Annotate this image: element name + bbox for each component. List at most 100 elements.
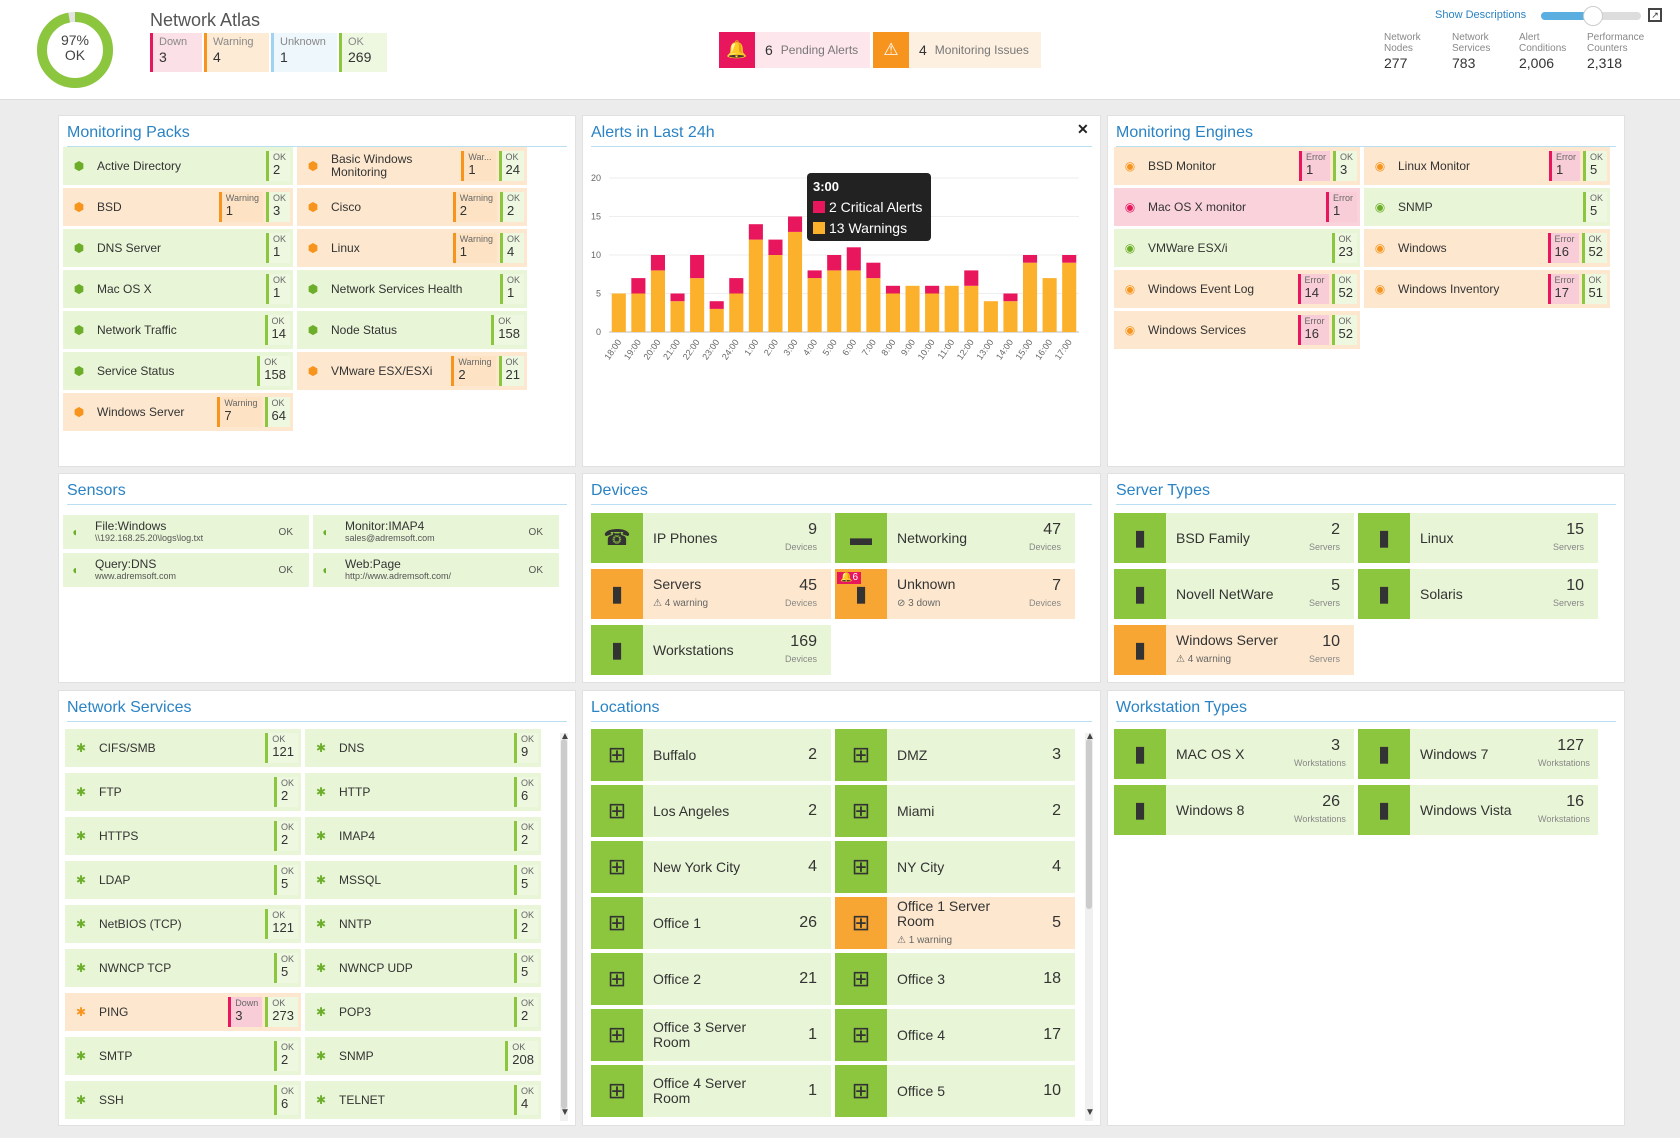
monitoring-engine-tile[interactable]: ◉ Mac OS X monitor Error 1 — [1114, 188, 1360, 226]
bar-critical-alerts[interactable] — [748, 224, 763, 240]
expand-icon[interactable]: ↗ — [1648, 8, 1662, 22]
network-service-tile[interactable]: ✱ MSSQL OK 5 — [305, 861, 541, 899]
bar-critical-alerts[interactable] — [729, 278, 744, 294]
bar-critical-alerts[interactable] — [768, 239, 783, 255]
bar-warnings[interactable] — [964, 285, 979, 332]
network-service-tile[interactable]: ✱ LDAP OK 5 — [65, 861, 301, 899]
network-service-tile[interactable]: ✱ DNS OK 9 — [305, 729, 541, 767]
monitoring-pack-tile[interactable]: ⬢ DNS Server OK 1 — [63, 229, 293, 267]
network-service-tile[interactable]: ✱ CIFS/SMB OK 121 — [65, 729, 301, 767]
bar-critical-alerts[interactable] — [827, 255, 842, 271]
bar-warnings[interactable] — [1003, 301, 1018, 332]
network-service-tile[interactable]: ✱ POP3 OK 2 — [305, 993, 541, 1031]
server-type-tile[interactable]: ▮ BSD Family 2 Servers — [1114, 513, 1354, 563]
sensor-tile[interactable]: ◖ Web:Page http://www.adremsoft.com/OK — [313, 553, 559, 587]
monitoring-engine-tile[interactable]: ◉ SNMP OK 5 — [1364, 188, 1610, 226]
location-tile[interactable]: ⊞ Office 2 21 — [591, 953, 831, 1005]
scroll-up-icon[interactable]: ▲ — [1085, 731, 1095, 742]
scroll-up-icon[interactable]: ▲ — [560, 731, 570, 742]
bar-critical-alerts[interactable] — [631, 278, 646, 294]
bar-warnings[interactable] — [846, 270, 861, 332]
server-type-tile[interactable]: ▮ Novell NetWare 5 Servers — [1114, 569, 1354, 619]
network-service-tile[interactable]: ✱ HTTP OK 6 — [305, 773, 541, 811]
monitoring-pack-tile[interactable]: ⬢ VMware ESX/ESXi Warning 2 OK 21 — [297, 352, 527, 390]
bar-warnings[interactable] — [1062, 262, 1077, 332]
monitoring-pack-tile[interactable]: ⬢ Mac OS X OK 1 — [63, 270, 293, 308]
monitoring-pack-tile[interactable]: ⬢ Service Status OK 158 — [63, 352, 293, 390]
scroll-down-icon[interactable]: ▼ — [1085, 1107, 1095, 1118]
bar-warnings[interactable] — [866, 278, 881, 332]
network-service-tile[interactable]: ✱ NNTP OK 2 — [305, 905, 541, 943]
server-type-tile[interactable]: ▮ Windows Server ⚠ 4 warning 10 Servers — [1114, 625, 1354, 675]
workstation-type-tile[interactable]: ▮ Windows 7 127 Workstations — [1358, 729, 1598, 779]
monitoring-pack-tile[interactable]: ⬢ Basic Windows Monitoring War... 1 OK 24 — [297, 147, 527, 185]
bar-critical-alerts[interactable] — [885, 285, 901, 294]
network-service-tile[interactable]: ✱ IMAP4 OK 2 — [305, 817, 541, 855]
monitoring-engine-tile[interactable]: ◉ Linux Monitor Error 1 OK 5 — [1364, 147, 1610, 185]
monitoring-engine-tile[interactable]: ◉ Windows Error 16 OK 52 — [1364, 229, 1610, 267]
bar-warnings[interactable] — [611, 293, 626, 333]
bar-warnings[interactable] — [885, 293, 901, 333]
bar-critical-alerts[interactable] — [670, 293, 685, 302]
sensor-tile[interactable]: ◖ File:Windows \\192.168.25.20\logs\log.tx… — [63, 515, 309, 549]
location-tile[interactable]: ⊞ Office 4 17 — [835, 1009, 1075, 1061]
device-tile[interactable]: ▬ Networking 47 Devices — [835, 513, 1075, 563]
bar-warnings[interactable] — [650, 270, 666, 332]
bar-warnings[interactable] — [748, 239, 763, 332]
bar-critical-alerts[interactable] — [1062, 255, 1077, 263]
sensor-tile[interactable]: ◖ Monitor:IMAP4 sales@adremsoft.com OK — [313, 515, 559, 549]
monitoring-pack-tile[interactable]: ⬢ Windows Server Warning 7 OK 64 — [63, 393, 293, 431]
pending-alerts-button[interactable]: 🔔 6 Pending Alerts — [719, 32, 871, 68]
close-icon[interactable]: ✕ — [1077, 121, 1089, 137]
workstation-type-tile[interactable]: ▮ MAC OS X 3 Workstations — [1114, 729, 1354, 779]
bar-critical-alerts[interactable] — [690, 255, 705, 279]
monitoring-pack-tile[interactable]: ⬢ Network Services Health OK 1 — [297, 270, 527, 308]
toggle-knob[interactable] — [1583, 6, 1603, 26]
location-tile[interactable]: ⊞ Office 4 Server Room 1 — [591, 1065, 831, 1117]
monitoring-pack-tile[interactable]: ⬢ Node Status OK 158 — [297, 311, 527, 349]
bar-critical-alerts[interactable] — [1003, 293, 1018, 302]
monitoring-pack-tile[interactable]: ⬢ BSD Warning 1 OK 3 — [63, 188, 293, 226]
device-tile[interactable]: ☎ IP Phones 9 Devices — [591, 513, 831, 563]
network-service-tile[interactable]: ✱ FTP OK 2 — [65, 773, 301, 811]
locations-scrollbar[interactable] — [1085, 733, 1093, 1121]
status-down[interactable]: Down 3 — [150, 33, 202, 72]
bar-warnings[interactable] — [807, 278, 822, 332]
bar-warnings[interactable] — [983, 301, 998, 332]
bar-warnings[interactable] — [690, 278, 705, 332]
device-tile[interactable]: ▮ Workstations 169 Devices — [591, 625, 831, 675]
bar-warnings[interactable] — [944, 285, 959, 332]
location-tile[interactable]: ⊞ Office 1 Server Room ⚠ 1 warning 5 — [835, 897, 1075, 949]
monitoring-pack-tile[interactable]: ⬢ Linux Warning 1 OK 4 — [297, 229, 527, 267]
status-unknown[interactable]: Unknown 1 — [271, 33, 337, 72]
network-service-tile[interactable]: ✱ NWNCP TCP OK 5 — [65, 949, 301, 987]
location-tile[interactable]: ⊞ Miami 2 — [835, 785, 1075, 837]
show-descriptions-toggle[interactable] — [1541, 6, 1641, 26]
bar-critical-alerts[interactable] — [807, 270, 822, 279]
network-service-tile[interactable]: ✱ NetBIOS (TCP) OK 121 — [65, 905, 301, 943]
bar-warnings[interactable] — [709, 308, 724, 332]
bar-critical-alerts[interactable] — [787, 216, 803, 232]
location-tile[interactable]: ⊞ Office 3 18 — [835, 953, 1075, 1005]
network-service-tile[interactable]: ✱ TELNET OK 4 — [305, 1081, 541, 1119]
bar-critical-alerts[interactable] — [846, 247, 861, 271]
network-service-tile[interactable]: ✱ SNMP OK 208 — [305, 1037, 541, 1075]
location-tile[interactable]: ⊞ Los Angeles 2 — [591, 785, 831, 837]
bar-critical-alerts[interactable] — [925, 285, 940, 294]
bar-critical-alerts[interactable] — [964, 270, 979, 286]
monitoring-pack-tile[interactable]: ⬢ Active Directory OK 2 — [63, 147, 293, 185]
monitoring-engine-tile[interactable]: ◉ BSD Monitor Error 1 OK 3 — [1114, 147, 1360, 185]
location-tile[interactable]: ⊞ Office 1 26 — [591, 897, 831, 949]
monitoring-engine-tile[interactable]: ◉ VMWare ESX/i OK 23 — [1114, 229, 1360, 267]
server-type-tile[interactable]: ▮ Linux 15 Servers — [1358, 513, 1598, 563]
location-tile[interactable]: ⊞ DMZ 3 — [835, 729, 1075, 781]
bar-critical-alerts[interactable] — [866, 262, 881, 279]
server-type-tile[interactable]: ▮ Solaris 10 Servers — [1358, 569, 1598, 619]
monitoring-pack-tile[interactable]: ⬢ Cisco Warning 2 OK 2 — [297, 188, 527, 226]
bar-warnings[interactable] — [787, 231, 803, 332]
device-tile[interactable]: ▮ Servers ⚠ 4 warning 45 Devices — [591, 569, 831, 619]
location-tile[interactable]: ⊞ Office 3 Server Room 1 — [591, 1009, 831, 1061]
bar-warnings[interactable] — [827, 270, 842, 332]
location-tile[interactable]: ⊞ Office 5 10 — [835, 1065, 1075, 1117]
bar-warnings[interactable] — [1042, 278, 1057, 332]
